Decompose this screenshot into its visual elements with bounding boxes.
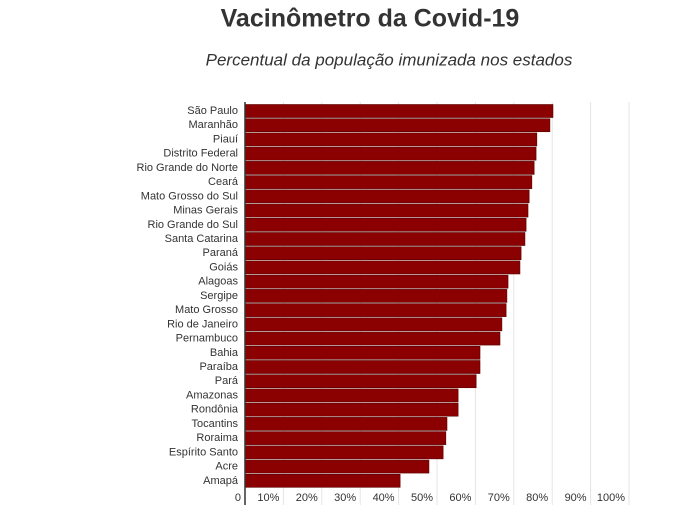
y-tick-label: Maranhão [188,119,238,131]
bar [244,189,530,204]
bar [244,388,459,403]
bar [244,402,459,417]
x-tick-label: 10% [257,492,279,504]
y-tick-label: Rio de Janeiro [167,318,238,330]
y-tick-label: Mato Grosso do Sul [141,190,238,202]
bar [244,118,551,133]
y-tick-label: Paraíba [199,361,238,373]
y-tick-label: Pernambuco [176,333,238,345]
y-tick-label: Roraima [196,432,238,444]
x-tick-label: 60% [449,492,471,504]
bar [244,289,508,303]
bar [244,473,401,488]
bar [244,246,522,261]
bar [244,374,477,389]
bar [244,303,507,317]
bar [244,360,481,374]
x-tick-label: 90% [565,492,587,504]
y-tick-label: Rio Grande do Norte [137,162,239,174]
y-tick-label: Rondônia [191,404,239,416]
bar [244,431,447,445]
bar [244,203,529,218]
y-tick-label: Minas Gerais [173,205,238,217]
y-tick-label: Distrito Federal [163,148,238,160]
bar [244,104,554,118]
y-tick-label: Ceará [208,176,239,188]
x-tick-label: 80% [526,492,548,504]
y-tick-label: São Paulo [187,105,238,117]
bar [244,459,430,474]
x-tick-label: 100% [597,492,625,504]
bar [244,274,509,289]
x-tick-label: 70% [488,492,510,504]
x-tick-label: 40% [373,492,395,504]
bar [244,445,444,460]
y-tick-label: Amazonas [186,389,238,401]
y-tick-label: Bahia [210,347,239,359]
bar [244,132,538,147]
y-tick-label: Espírito Santo [169,446,238,458]
y-tick-label: Alagoas [198,276,238,288]
y-tick-label: Pará [215,375,239,387]
bar [244,146,537,161]
chart-subtitle: Percentual da população imunizada nos es… [206,50,573,69]
y-tick-label: Sergipe [200,290,238,302]
chart-title: Vacinômetro da Covid-19 [221,5,520,33]
bar [244,232,526,246]
bar [244,331,501,346]
y-tick-label: Rio Grande do Sul [148,219,239,231]
x-tick-label: 50% [411,492,433,504]
bar [244,217,527,232]
y-tick-label: Amapá [203,475,239,487]
bar [244,317,503,332]
x-tick-label: 20% [296,492,318,504]
y-tick-label: Paraná [203,247,239,259]
y-tick-label: Santa Catarina [165,233,239,245]
bar [244,161,535,175]
y-tick-label: Tocantins [192,418,239,430]
x-tick-label: 30% [334,492,356,504]
bar [244,345,481,360]
bar [244,417,448,431]
x-tick-label: 0 [235,492,241,504]
y-tick-label: Piauí [213,133,238,145]
y-tick-label: Goiás [209,261,238,273]
y-tick-label: Mato Grosso [175,304,238,316]
bar [244,260,521,275]
y-tick-label: Acre [215,461,238,473]
bar [244,175,533,189]
